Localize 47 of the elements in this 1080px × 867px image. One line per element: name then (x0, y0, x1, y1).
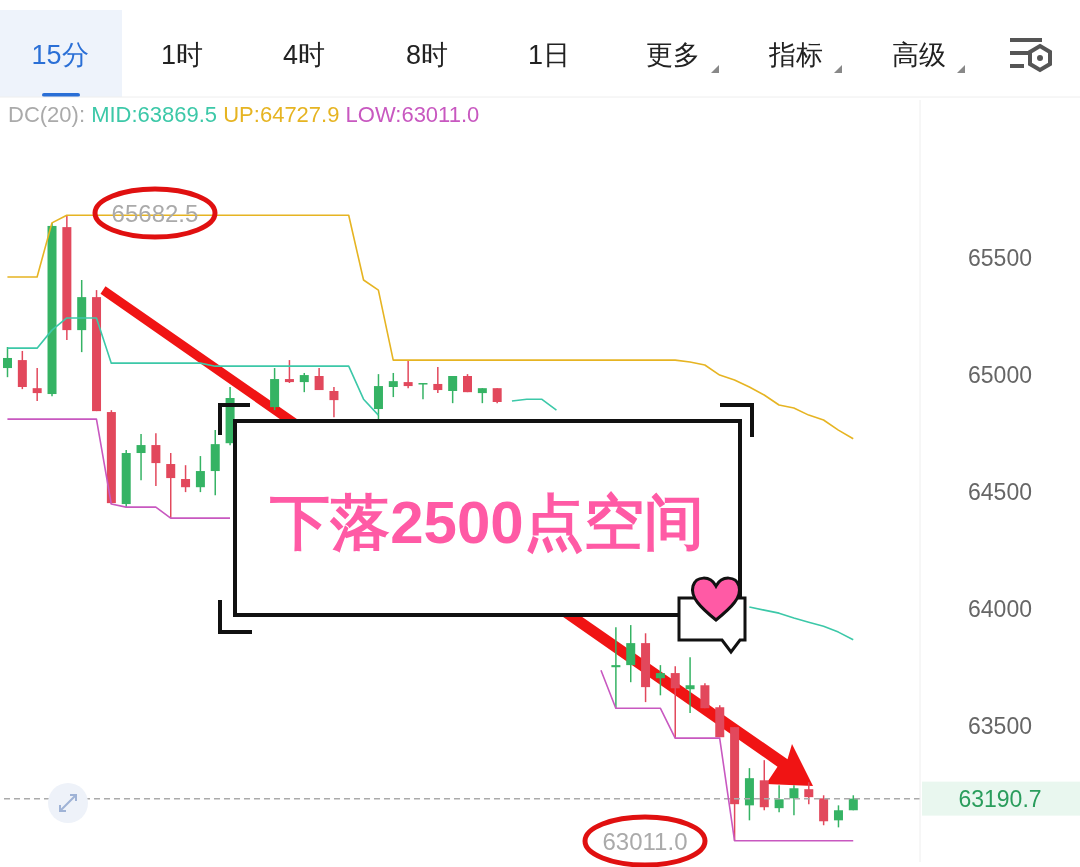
y-tick-label: 65000 (968, 362, 1032, 389)
text: 1时 (160, 40, 204, 70)
text: 指标 (768, 40, 823, 70)
annotation: 63011.0 (602, 827, 688, 855)
candlestick (626, 624, 636, 683)
candlestick (388, 372, 398, 398)
candlestick (166, 452, 176, 519)
candlestick (195, 455, 205, 493)
candlestick (448, 375, 458, 404)
text: 高级 (892, 40, 946, 70)
candlestick (403, 360, 413, 389)
candlestick (3, 346, 12, 378)
candlestick (611, 626, 621, 709)
y-tick-label: 65500 (968, 245, 1032, 272)
text: 更多 (646, 40, 700, 70)
legend-title: DC(20): (8, 102, 86, 127)
candlestick (700, 682, 710, 709)
candlestick (670, 665, 680, 739)
candlestick (284, 359, 294, 384)
text: MID:63869.5 (91, 102, 219, 127)
text: 4时 (282, 40, 326, 70)
y-tick-label: 64500 (968, 479, 1032, 506)
candlestick (181, 464, 191, 493)
candlestick (833, 804, 843, 829)
candlestick (151, 432, 161, 487)
y-tick-label: 64000 (968, 596, 1032, 623)
candlestick (418, 382, 428, 400)
annotation: 下落2500点空间 (270, 488, 704, 556)
ref-line-label: 63190.7 (958, 785, 1042, 812)
candlestick (774, 784, 784, 813)
text: 1日 (527, 40, 571, 70)
candlestick (299, 372, 309, 393)
candlestick (804, 781, 814, 805)
candlestick (136, 433, 146, 481)
text: LOW:63011.0 (345, 102, 480, 127)
candlestick (329, 386, 339, 418)
text: 8时 (405, 40, 449, 70)
candlestick (433, 366, 443, 394)
candlestick (32, 367, 42, 402)
text: UP:64727.9 (223, 102, 341, 127)
text: 15分 (31, 40, 89, 70)
candlestick (819, 794, 829, 826)
y-tick-label: 63500 (968, 713, 1032, 740)
candlestick (655, 664, 665, 697)
candlestick (789, 784, 799, 816)
candlestick (373, 373, 383, 420)
candlestick (685, 656, 695, 714)
